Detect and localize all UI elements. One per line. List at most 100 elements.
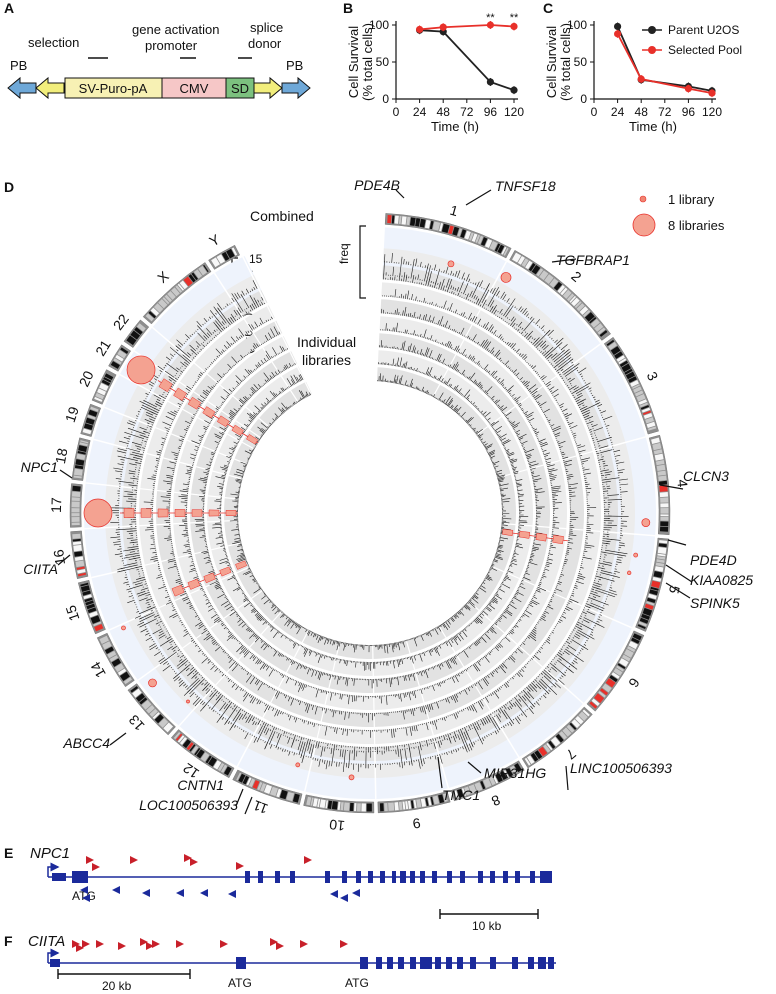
- cytoband: [104, 373, 114, 381]
- cytoband: [221, 251, 230, 261]
- forward-insertion: [140, 938, 148, 946]
- cytoband: [158, 718, 169, 728]
- legend-label: Selected Pool: [668, 43, 742, 57]
- chromosome-label-1: 1: [448, 202, 460, 220]
- cytoband: [413, 799, 417, 809]
- forward-insertion: [304, 856, 312, 864]
- cytoband: [652, 442, 662, 451]
- cytoband: [361, 803, 366, 812]
- cytoband: [71, 513, 80, 517]
- gene-label-CNTN1: CNTN1: [177, 777, 224, 793]
- hit-marker: [187, 578, 201, 590]
- chromosome-divider: [438, 625, 501, 727]
- cytoband: [102, 641, 112, 650]
- cytoband: [179, 280, 188, 290]
- cytoband: [189, 744, 196, 752]
- cytoband: [286, 791, 295, 802]
- forward-insertion: [96, 940, 104, 948]
- cmv-label: CMV: [180, 81, 209, 96]
- cytoband: [97, 388, 107, 396]
- cytoband: [83, 423, 93, 431]
- cytoband: [388, 802, 395, 811]
- cytoband: [398, 215, 402, 225]
- cytoband: [252, 780, 260, 790]
- cytoband: [310, 797, 314, 806]
- cytoband: [77, 572, 87, 577]
- gene-label-KIAA0825: KIAA0825: [690, 572, 753, 588]
- chromosome-label-17: 17: [48, 497, 64, 513]
- reverse-insertion: [112, 886, 120, 894]
- cytoband: [193, 269, 203, 279]
- cytoband: [263, 784, 272, 794]
- freq-bracket: [359, 225, 366, 299]
- forward-insertion: [236, 862, 244, 870]
- chromosome-label-5: 5: [666, 584, 683, 596]
- chromosome-divider: [432, 292, 490, 398]
- chromosome-label-21: 21: [92, 337, 114, 359]
- chromosome-divider: [121, 486, 239, 500]
- cytoband: [82, 428, 92, 435]
- cytoband: [76, 453, 86, 460]
- chromosome-divider: [405, 639, 440, 754]
- library-frequency-dot: [348, 774, 355, 781]
- data-point: [637, 75, 645, 83]
- cytoband: [306, 796, 312, 806]
- hit-marker: [140, 508, 152, 518]
- cytoband: [139, 697, 148, 705]
- exon: [290, 871, 295, 883]
- puro-label: SV-Puro-pA: [79, 81, 148, 96]
- library-frequency-dot: [121, 625, 126, 631]
- cytoband: [99, 635, 109, 645]
- cytoband: [619, 360, 629, 367]
- gene-leader: [57, 554, 71, 566]
- panel-a: A selection gene activation promoter spl…: [4, 0, 311, 100]
- cytoband: [512, 252, 522, 263]
- cytoband: [605, 678, 616, 688]
- cytoband: [543, 744, 551, 753]
- cytoband: [196, 749, 205, 759]
- panel-label-d: D: [4, 179, 14, 195]
- cytoband: [527, 755, 535, 765]
- data-point: [439, 23, 447, 31]
- x-tick-label: 24: [413, 105, 427, 119]
- cytoband: [74, 551, 83, 557]
- cytoband: [438, 794, 445, 804]
- hit-marker: [171, 584, 185, 597]
- cytoband: [525, 260, 533, 270]
- panel-label-c: C: [543, 0, 553, 16]
- cytoband: [606, 339, 615, 347]
- chart-c: C 0 50 100 0 24 48 72 96 120 Time (h) Cell Surviva…: [543, 0, 742, 134]
- library-track: [223, 367, 516, 659]
- gene-f-atg-2: ATG: [345, 976, 369, 990]
- exon: [342, 871, 347, 883]
- cytoband: [194, 747, 201, 756]
- exon: [245, 871, 250, 883]
- tss-arrow: [47, 862, 60, 877]
- cytoband: [89, 611, 98, 618]
- cytoband: [627, 646, 636, 653]
- cytoband: [560, 287, 568, 296]
- cytoband: [115, 354, 124, 362]
- gene-e-scale-label: 10 kb: [472, 919, 502, 933]
- cytoband: [312, 798, 318, 807]
- cytoband: [317, 798, 321, 808]
- forward-insertion: [176, 940, 184, 948]
- gene-leader: [659, 484, 684, 490]
- gene-f-atg-1: ATG: [228, 976, 252, 990]
- forward-insertion: [82, 940, 90, 948]
- cytoband: [409, 217, 416, 226]
- cytoband: [658, 475, 667, 481]
- cytoband: [337, 801, 341, 810]
- library-frequency-dot: [126, 355, 156, 385]
- chromosome-divider: [476, 364, 572, 436]
- cytoband: [72, 533, 81, 539]
- cytoband: [325, 800, 329, 809]
- cytoband: [569, 722, 577, 730]
- cytoband: [177, 735, 185, 743]
- hit-marker: [225, 509, 237, 517]
- cytoband: [452, 226, 460, 236]
- hit-marker: [208, 509, 220, 517]
- hit-marker: [231, 424, 244, 436]
- exon: [356, 871, 361, 883]
- cytoband: [366, 803, 372, 812]
